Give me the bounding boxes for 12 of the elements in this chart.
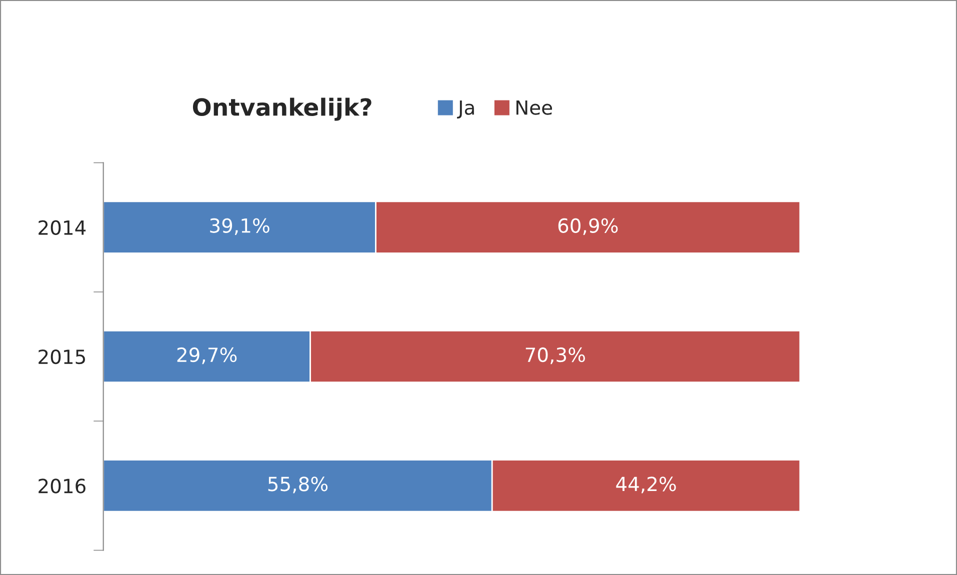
y-tick-label: 2016 (38, 478, 86, 494)
data-label: 60,9% (558, 218, 618, 235)
data-label: 44,2% (616, 476, 676, 494)
data-label: 70,3% (526, 347, 585, 364)
y-tick-label: 2015 (38, 349, 85, 364)
chart-title: Ontvankelijk? (192, 98, 372, 121)
y-tick-label: 2014 (38, 220, 86, 235)
data-label: 39,1% (210, 218, 270, 235)
data-label: 55,8% (268, 476, 328, 494)
data-label: 29,7% (177, 347, 237, 364)
legend-label: Nee (516, 100, 552, 115)
legend-label: Ja (457, 100, 474, 119)
